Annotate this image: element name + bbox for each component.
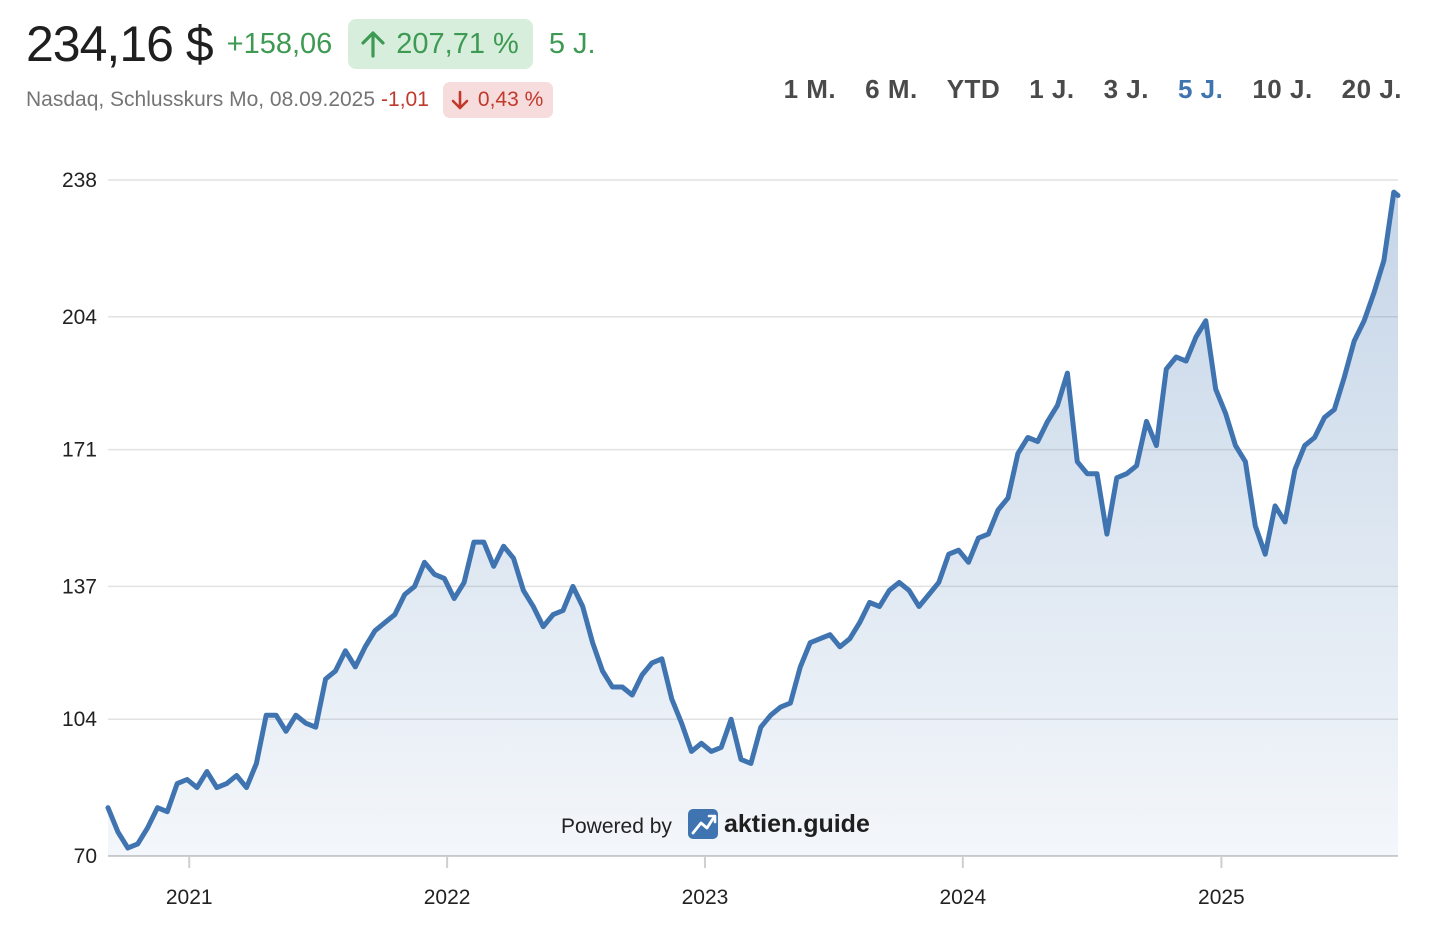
- brand-name: aktien.guide: [724, 810, 870, 838]
- powered-by-label: Powered by: [561, 815, 672, 838]
- powered-by-watermark: Powered by aktien.guide: [561, 809, 870, 839]
- x-tick-label: 2021: [166, 886, 213, 909]
- x-tick-label: 2024: [939, 886, 986, 909]
- range-tab-3y[interactable]: 3 J.: [1103, 74, 1149, 104]
- arrow-down-icon: [451, 90, 469, 110]
- price-chart[interactable]: 70 104 137 171 204 238 2021 2022 2023 2024 2025 P…: [0, 150, 1438, 936]
- trend-up-icon: [688, 809, 718, 839]
- x-tick-label: 2022: [424, 886, 471, 909]
- percent-change-value: 207,71 %: [396, 27, 519, 60]
- arrow-up-icon: [361, 31, 385, 58]
- range-tab-10y[interactable]: 10 J.: [1252, 74, 1313, 104]
- x-tick-label: 2025: [1198, 886, 1245, 909]
- quote-info: Nasdaq, Schlusskurs Mo, 08.09.2025 -1,01…: [26, 82, 554, 118]
- price-area: [108, 192, 1398, 857]
- y-tick-label: 104: [62, 708, 97, 731]
- range-tab-1y[interactable]: 1 J.: [1029, 74, 1075, 104]
- y-tick-label: 204: [62, 306, 97, 329]
- y-axis: 70 104 137 171 204 238: [62, 169, 97, 868]
- range-tab-1m[interactable]: 1 M.: [783, 74, 837, 104]
- period-label: 5 J.: [548, 27, 596, 60]
- exchange-info: Nasdaq, Schlusskurs Mo, 08.09.2025: [26, 88, 376, 111]
- day-percent-value: 0,43 %: [477, 88, 544, 111]
- percent-change-badge: 207,71 %: [348, 19, 533, 69]
- day-change: -1,01: [381, 88, 429, 111]
- y-tick-label: 171: [62, 439, 97, 462]
- range-tab-ytd[interactable]: YTD: [946, 74, 1001, 104]
- x-axis: 2021 2022 2023 2024 2025: [166, 856, 1245, 909]
- current-price: 234,16 $: [26, 16, 214, 72]
- absolute-change: +158,06: [226, 27, 333, 60]
- range-tab-6m[interactable]: 6 M.: [865, 74, 918, 104]
- range-tab-5y[interactable]: 5 J.: [1177, 74, 1224, 104]
- x-tick-label: 2023: [682, 886, 729, 909]
- price-header: 234,16 $ +158,06 207,71 % 5 J.: [26, 14, 596, 74]
- range-selector: 1 M. 6 M. YTD 1 J. 3 J. 5 J. 10 J. 20 J.: [755, 74, 1402, 105]
- y-tick-label: 137: [62, 575, 97, 598]
- y-tick-label: 238: [62, 169, 97, 192]
- day-percent-badge: 0,43 %: [442, 82, 554, 118]
- price-line: [105, 189, 1401, 851]
- y-tick-label: 70: [74, 845, 97, 868]
- range-tab-20y[interactable]: 20 J.: [1341, 74, 1402, 104]
